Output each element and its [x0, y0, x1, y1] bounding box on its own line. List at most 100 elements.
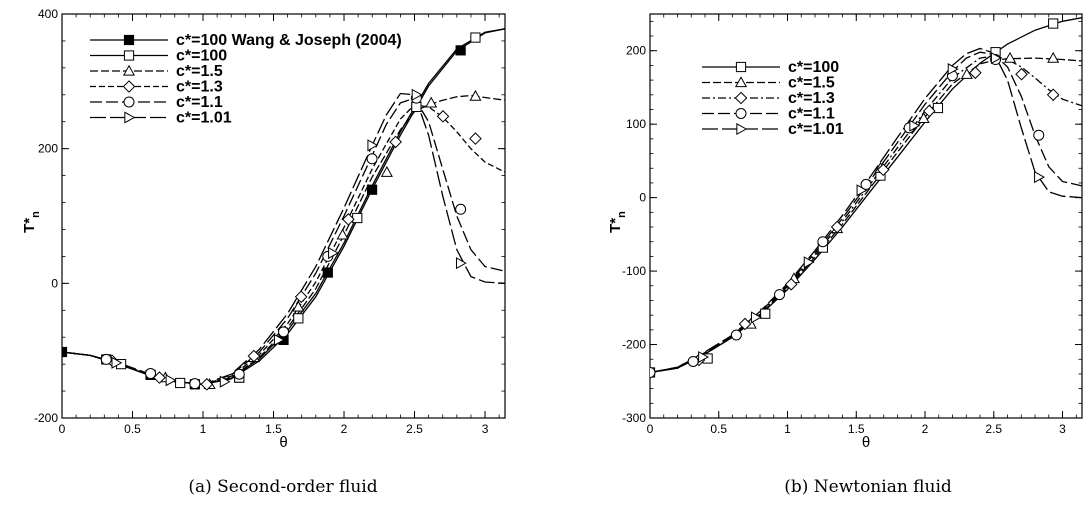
x-axis-label: θ: [862, 434, 870, 451]
x-tick-label: 0: [59, 422, 66, 436]
plot-area: [62, 28, 505, 391]
series-2-point: [960, 68, 973, 79]
x-tick-label: 0.5: [124, 422, 141, 436]
x-tick-label: 3: [482, 422, 489, 436]
x-tick-label: 2: [341, 422, 348, 436]
y-tick-label: -200: [622, 338, 646, 352]
series-4-point: [469, 132, 482, 145]
legend-marker-5: [736, 122, 748, 136]
series-5-point: [990, 52, 1002, 65]
series-5-point: [803, 256, 815, 269]
legend-marker-1: [735, 61, 747, 73]
series-2-point: [411, 101, 422, 113]
series-3-point: [969, 66, 982, 80]
series-5-point: [366, 153, 378, 165]
y-axis-label: T*n: [21, 211, 42, 233]
series-3-point: [738, 317, 752, 331]
y-axis-label-main: T*: [21, 218, 38, 233]
plot-area: [650, 17, 1082, 378]
legend-label-4: c*=1.3: [176, 79, 223, 96]
series-5-point: [698, 350, 710, 364]
series-line-3: [650, 55, 1082, 374]
series-4-point: [342, 213, 355, 226]
series-line-2: [650, 57, 1082, 374]
y-tick-label: -200: [34, 411, 58, 425]
series-6-point: [273, 333, 285, 346]
series-4-point: [817, 236, 829, 248]
series-4-point: [774, 289, 786, 301]
x-tick-label: 2.5: [985, 422, 1002, 436]
series-1-point: [322, 267, 333, 278]
y-axis-label-main: T*: [607, 218, 624, 233]
figure-caption: (b) Newtonian fluid: [784, 477, 952, 497]
series-3-point: [1046, 88, 1060, 102]
x-tick-label: 2.5: [406, 422, 423, 436]
series-4-point: [650, 366, 656, 378]
legend-marker-2: [123, 50, 135, 61]
series-6-point: [411, 88, 423, 101]
chart-panel-b: 0 0.5 1 1.5 2 2.5 3 -300 -200 -100 0 100 200 θ T*n c*=1…: [607, 13, 1083, 497]
legend-label-5: c*=1.01: [788, 121, 844, 138]
series-3-point: [469, 89, 482, 101]
y-tick-label: -100: [622, 264, 646, 278]
legend-marker-1: [123, 34, 135, 46]
legend-label-4: c*=1.1: [788, 106, 835, 123]
series-5-point: [100, 353, 112, 365]
series-1-point: [366, 184, 378, 195]
series-2-point: [352, 212, 363, 224]
series-2-point: [293, 313, 304, 324]
series-1-point: [1048, 18, 1059, 29]
legend-label-3: c*=1.3: [788, 90, 835, 107]
series-3-point: [830, 220, 844, 234]
series-5-point: [233, 368, 245, 380]
series-line-1: [650, 17, 1082, 374]
legend-marker-3: [734, 91, 748, 105]
series-line-4: [650, 51, 1082, 374]
x-tick-label: 0.5: [710, 422, 727, 436]
y-tick-label: 400: [38, 7, 58, 21]
legend-marker-3: [122, 64, 136, 76]
legend-label-1: c*=100: [788, 59, 839, 76]
legend-marker-2: [734, 76, 748, 88]
y-tick-label: 200: [626, 44, 646, 58]
series-4-point: [294, 290, 308, 304]
legend-label-2: c*=1.5: [788, 75, 835, 92]
plot-frame: [61, 13, 506, 419]
figure-caption: (a) Second-order fluid: [188, 477, 377, 497]
series-3-point: [876, 163, 890, 177]
y-axis-label-subscript: n: [616, 211, 628, 218]
series-3-point: [336, 228, 349, 240]
y-tick-label: 0: [51, 276, 58, 290]
series-2-point: [917, 112, 930, 123]
y-axis-label-subscript: n: [30, 211, 42, 218]
series-2-point: [175, 377, 186, 389]
x-axis-label: θ: [279, 434, 287, 451]
legend-label-2: c*=100: [176, 48, 227, 65]
series-1-point: [760, 308, 771, 319]
series-5-point: [189, 378, 201, 390]
series-line-5: [650, 47, 1082, 374]
x-tick-label: 2: [922, 422, 929, 436]
legend-label-1: c*=100 Wang & Joseph (2004): [176, 32, 402, 49]
series-6-point: [328, 246, 339, 260]
y-tick-label: 200: [38, 142, 58, 156]
y-axis-label: T*n: [607, 211, 628, 233]
y-tick-label: 100: [626, 117, 646, 131]
series-5-point: [750, 311, 762, 324]
series-6-point: [219, 375, 231, 388]
series-2-point: [470, 32, 481, 43]
series-5-point: [909, 119, 921, 132]
series-4-point: [860, 178, 872, 190]
x-tick-label: 1: [784, 422, 791, 436]
series-5-point: [145, 368, 157, 380]
series-6-point: [455, 257, 467, 270]
x-tick-label: 1.5: [848, 422, 865, 436]
series-5-point: [455, 203, 467, 215]
series-4-point: [247, 349, 261, 363]
series-4-point: [389, 135, 402, 149]
series-4-point: [687, 355, 699, 367]
legend-label-5: c*=1.1: [176, 94, 223, 111]
series-4-point: [1033, 129, 1045, 141]
series-3-point: [784, 278, 798, 291]
